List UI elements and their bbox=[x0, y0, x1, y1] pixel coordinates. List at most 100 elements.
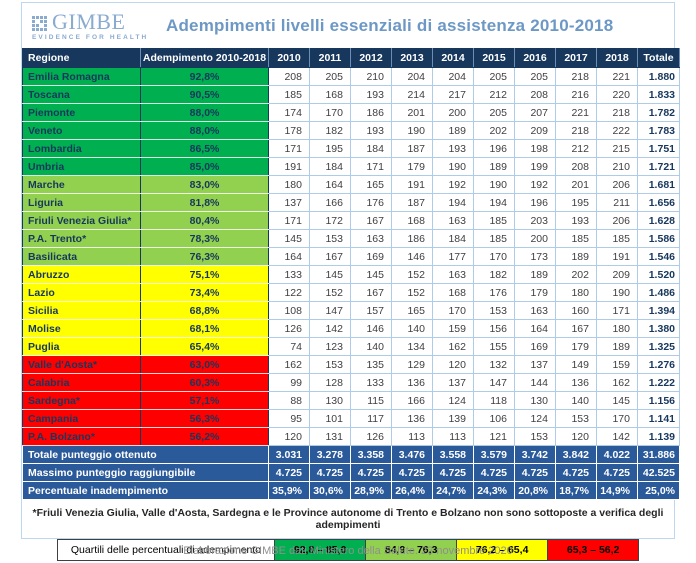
year-value-cell: 208 bbox=[514, 85, 556, 104]
year-value-cell: 163 bbox=[432, 265, 474, 284]
year-value-cell: 167 bbox=[350, 283, 392, 302]
year-value-cell: 196 bbox=[473, 139, 515, 158]
row-total-cell: 1.276 bbox=[637, 355, 680, 374]
year-value-cell: 115 bbox=[350, 391, 392, 410]
year-value-cell: 208 bbox=[555, 157, 597, 176]
year-value-cell: 142 bbox=[596, 427, 638, 446]
adempimento-percent-cell: 83,0% bbox=[140, 175, 269, 194]
year-value-cell: 137 bbox=[432, 373, 474, 392]
year-value-cell: 180 bbox=[555, 283, 597, 302]
column-header: 2013 bbox=[391, 48, 433, 68]
row-total-cell: 1.783 bbox=[637, 121, 680, 140]
year-value-cell: 218 bbox=[555, 121, 597, 140]
year-value-cell: 140 bbox=[555, 391, 597, 410]
year-value-cell: 199 bbox=[514, 157, 556, 176]
year-value-cell: 140 bbox=[350, 337, 392, 356]
year-value-cell: 108 bbox=[268, 301, 310, 320]
year-value-cell: 152 bbox=[391, 283, 433, 302]
year-value-cell: 167 bbox=[309, 247, 351, 266]
year-value-cell: 137 bbox=[268, 193, 310, 212]
row-total-cell: 1.380 bbox=[637, 319, 680, 338]
region-cell: Veneto bbox=[22, 121, 141, 140]
summary-total-cell: 42.525 bbox=[637, 463, 680, 482]
row-total-cell: 1.751 bbox=[637, 139, 680, 158]
year-value-cell: 191 bbox=[596, 247, 638, 266]
summary-value-cell: 4.725 bbox=[268, 463, 310, 482]
year-value-cell: 184 bbox=[350, 139, 392, 158]
year-value-cell: 129 bbox=[391, 355, 433, 374]
year-value-cell: 216 bbox=[555, 85, 597, 104]
year-value-cell: 153 bbox=[309, 355, 351, 374]
row-total-cell: 1.656 bbox=[637, 193, 680, 212]
region-cell: Basilicata bbox=[22, 247, 141, 266]
region-cell: Liguria bbox=[22, 193, 141, 212]
year-value-cell: 220 bbox=[596, 85, 638, 104]
table-body: Emilia Romagna 92,8% 208 205 210 204 204 205 205… bbox=[22, 67, 680, 446]
column-header: 2011 bbox=[309, 48, 351, 68]
summary-value-cell: 24,7% bbox=[432, 481, 474, 500]
year-value-cell: 221 bbox=[555, 103, 597, 122]
row-total-cell: 1.156 bbox=[637, 391, 680, 410]
year-value-cell: 211 bbox=[596, 193, 638, 212]
year-value-cell: 166 bbox=[391, 391, 433, 410]
year-value-cell: 171 bbox=[268, 139, 310, 158]
year-value-cell: 165 bbox=[391, 301, 433, 320]
table-summary: Totale punteggio ottenuto 3.031 3.278 3.358… bbox=[22, 445, 680, 500]
year-value-cell: 201 bbox=[555, 175, 597, 194]
year-value-cell: 190 bbox=[473, 175, 515, 194]
year-value-cell: 163 bbox=[514, 301, 556, 320]
year-value-cell: 172 bbox=[309, 211, 351, 230]
adempimento-percent-cell: 92,8% bbox=[140, 67, 269, 86]
year-value-cell: 208 bbox=[268, 67, 310, 86]
year-value-cell: 117 bbox=[350, 409, 392, 428]
region-cell: Puglia bbox=[22, 337, 141, 356]
year-value-cell: 210 bbox=[596, 157, 638, 176]
year-value-cell: 120 bbox=[555, 427, 597, 446]
year-value-cell: 130 bbox=[309, 391, 351, 410]
year-value-cell: 145 bbox=[350, 265, 392, 284]
table-row: Abruzzo 75,1% 133 145 145 152 163 182 189 202 209 1… bbox=[22, 265, 680, 284]
year-value-cell: 202 bbox=[555, 265, 597, 284]
year-value-cell: 185 bbox=[473, 229, 515, 248]
year-value-cell: 170 bbox=[432, 301, 474, 320]
year-value-cell: 139 bbox=[432, 409, 474, 428]
year-value-cell: 200 bbox=[432, 103, 474, 122]
row-total-cell: 1.141 bbox=[637, 409, 680, 428]
region-cell: Molise bbox=[22, 319, 141, 338]
year-value-cell: 194 bbox=[432, 193, 474, 212]
adempimento-percent-cell: 78,3% bbox=[140, 229, 269, 248]
table-row: Calabria 60,3% 99 128 133 136 137 147 144 136 162 1… bbox=[22, 373, 680, 392]
row-total-cell: 1.880 bbox=[637, 67, 680, 86]
year-value-cell: 218 bbox=[596, 103, 638, 122]
year-value-cell: 179 bbox=[555, 337, 597, 356]
year-value-cell: 185 bbox=[555, 229, 597, 248]
year-value-cell: 190 bbox=[596, 283, 638, 302]
year-value-cell: 179 bbox=[391, 157, 433, 176]
column-header: 2016 bbox=[514, 48, 556, 68]
year-value-cell: 185 bbox=[596, 229, 638, 248]
quartile-legend: Quartili delle percentuali di adempiment… bbox=[22, 539, 674, 561]
year-value-cell: 174 bbox=[268, 103, 310, 122]
summary-value-cell: 4.725 bbox=[391, 463, 433, 482]
year-value-cell: 123 bbox=[309, 337, 351, 356]
summary-value-cell: 3.558 bbox=[432, 445, 474, 464]
year-value-cell: 163 bbox=[432, 211, 474, 230]
year-value-cell: 187 bbox=[391, 139, 433, 158]
year-value-cell: 134 bbox=[391, 337, 433, 356]
year-value-cell: 153 bbox=[309, 229, 351, 248]
summary-value-cell: 4.725 bbox=[514, 463, 556, 482]
adempimenti-table: Regione Adempimento 2010-2018 2010 2011 2012… bbox=[22, 48, 680, 500]
year-value-cell: 126 bbox=[268, 319, 310, 338]
region-cell: Friuli Venezia Giulia* bbox=[22, 211, 141, 230]
year-value-cell: 192 bbox=[432, 175, 474, 194]
year-value-cell: 74 bbox=[268, 337, 310, 356]
year-value-cell: 176 bbox=[350, 193, 392, 212]
adempimento-percent-cell: 80,4% bbox=[140, 211, 269, 230]
adempimento-percent-cell: 57,1% bbox=[140, 391, 269, 410]
year-value-cell: 193 bbox=[555, 211, 597, 230]
row-total-cell: 1.222 bbox=[637, 373, 680, 392]
year-value-cell: 204 bbox=[391, 67, 433, 86]
summary-value-cell: 20,8% bbox=[514, 481, 556, 500]
year-value-cell: 190 bbox=[391, 121, 433, 140]
year-value-cell: 168 bbox=[391, 211, 433, 230]
